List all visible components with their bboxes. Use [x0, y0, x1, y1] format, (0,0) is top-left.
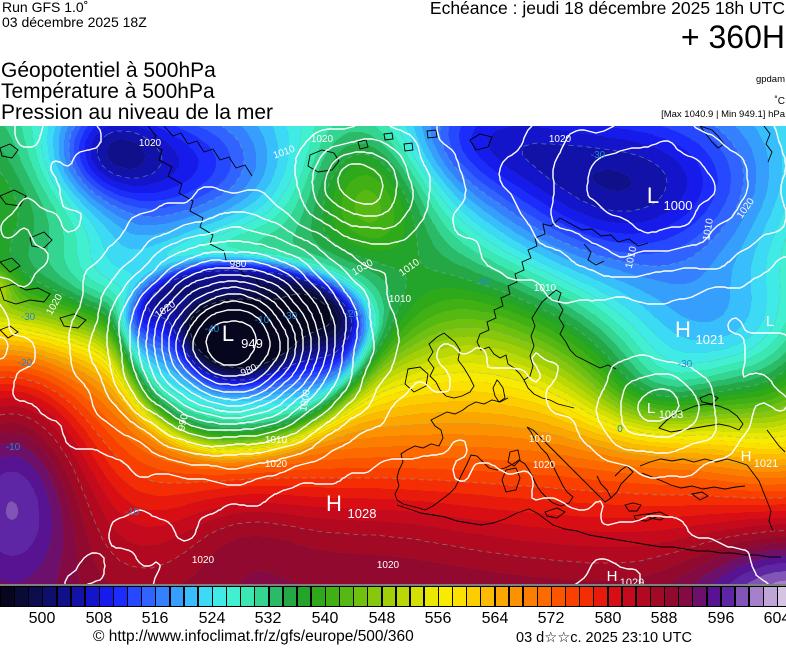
- svg-text:1020: 1020: [139, 138, 162, 149]
- svg-text:-10: -10: [6, 442, 21, 453]
- svg-text:H: H: [326, 491, 342, 516]
- svg-text:H: H: [675, 317, 691, 342]
- svg-text:1000: 1000: [298, 388, 313, 412]
- svg-text:1000: 1000: [664, 198, 693, 213]
- svg-text:1020: 1020: [311, 134, 334, 145]
- svg-text:1020: 1020: [192, 555, 215, 566]
- svg-text:1010: 1010: [701, 217, 716, 241]
- svg-text:1021: 1021: [696, 332, 725, 347]
- svg-text:949: 949: [241, 336, 263, 351]
- svg-text:-30: -30: [591, 150, 606, 161]
- svg-text:1003: 1003: [659, 409, 683, 421]
- svg-text:0: 0: [617, 424, 623, 435]
- svg-text:L: L: [766, 313, 774, 330]
- svg-text:-30: -30: [21, 312, 36, 323]
- svg-text:-10: -10: [125, 507, 140, 518]
- svg-text:-30: -30: [283, 311, 298, 322]
- svg-text:1020: 1020: [533, 460, 556, 471]
- svg-text:1010: 1010: [534, 283, 557, 294]
- svg-text:H: H: [741, 448, 752, 465]
- svg-text:990: 990: [176, 413, 190, 432]
- svg-text:-10: -10: [255, 315, 270, 326]
- svg-text:1020: 1020: [549, 134, 572, 145]
- svg-text:1028: 1028: [348, 506, 377, 521]
- svg-text:L: L: [647, 183, 659, 208]
- svg-text:-30: -30: [678, 359, 693, 370]
- svg-text:1029: 1029: [620, 577, 644, 585]
- svg-text:1021: 1021: [754, 458, 778, 470]
- svg-text:-20: -20: [18, 358, 33, 369]
- svg-text:-30: -30: [476, 277, 491, 288]
- svg-text:-40: -40: [205, 324, 220, 335]
- svg-text:1010: 1010: [389, 294, 412, 305]
- svg-text:1010: 1010: [624, 245, 639, 269]
- svg-text:-20: -20: [345, 309, 360, 320]
- svg-text:L: L: [647, 400, 655, 417]
- svg-text:1020: 1020: [377, 560, 400, 571]
- svg-text:H: H: [607, 568, 618, 585]
- svg-text:1010: 1010: [265, 435, 288, 446]
- svg-text:1010: 1010: [529, 434, 552, 445]
- svg-text:L: L: [222, 321, 234, 346]
- svg-text:980: 980: [230, 259, 247, 270]
- svg-text:1020: 1020: [265, 459, 288, 470]
